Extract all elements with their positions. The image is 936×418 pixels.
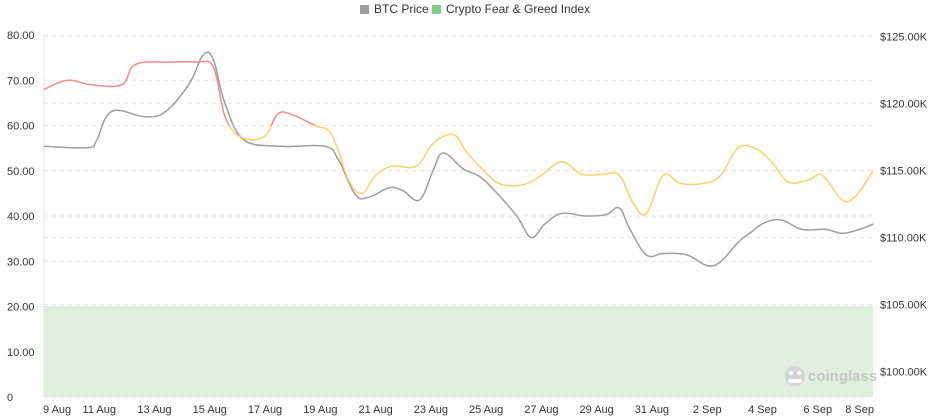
y-left-tick-label: 80.00 xyxy=(7,30,35,42)
x-tick-label: 31 Aug xyxy=(635,404,669,416)
x-tick-label: 9 Aug xyxy=(43,404,71,416)
y-left-tick-label: 60.00 xyxy=(7,121,35,133)
y-right-tick-label: $125.00K xyxy=(880,31,928,43)
left-y-axis: 0 10.00 20.00 30.00 40.00 50.00 60.00 70.00 80.0… xyxy=(7,30,35,404)
x-tick-label: 25 Aug xyxy=(469,404,503,416)
btc-price-line xyxy=(43,51,874,267)
x-tick-label: 23 Aug xyxy=(414,404,448,416)
x-tick-label: 27 Aug xyxy=(524,404,558,416)
x-tick-label: 19 Aug xyxy=(303,404,337,416)
y-left-tick-label: 40.00 xyxy=(7,211,35,223)
y-left-tick-label: 0 xyxy=(7,392,13,404)
y-right-tick-label: $120.00K xyxy=(880,98,928,110)
x-tick-label: 13 Aug xyxy=(137,404,171,416)
x-tick-label: 29 Aug xyxy=(580,404,614,416)
right-y-axis: $100.00K $105.00K $110.00K $115.00K $120.00K… xyxy=(880,31,928,378)
legend-btc-label: BTC Price xyxy=(374,2,429,16)
x-tick-label: 4 Sep xyxy=(748,404,777,416)
y-left-tick-label: 20.00 xyxy=(7,302,35,314)
y-right-tick-label: $105.00K xyxy=(880,299,928,311)
grid-lines xyxy=(43,34,873,398)
coinglass-logo-icon xyxy=(785,366,805,386)
x-axis: 9 Aug 11 Aug 13 Aug 15 Aug 17 Aug 19 Aug 21 Au… xyxy=(43,404,874,416)
btc-swatch-icon xyxy=(360,5,369,14)
series-layer xyxy=(43,51,874,267)
y-left-tick-label: 30.00 xyxy=(7,256,35,268)
watermark: coinglass xyxy=(785,366,877,386)
fgi-swatch-icon xyxy=(432,5,441,14)
y-left-tick-label: 10.00 xyxy=(7,347,35,359)
x-tick-label: 6 Sep xyxy=(803,404,832,416)
fgi-greed-line xyxy=(44,60,317,126)
y-left-tick-label: 70.00 xyxy=(7,75,35,87)
legend-fgi-label: Crypto Fear & Greed Index xyxy=(446,2,590,16)
watermark-text: coinglass xyxy=(808,368,877,385)
x-tick-label: 15 Aug xyxy=(193,404,227,416)
y-left-tick-label: 50.00 xyxy=(7,166,35,178)
legend: BTC Price Crypto Fear & Greed Index xyxy=(360,2,590,16)
y-right-tick-label: $100.00K xyxy=(880,367,928,379)
x-tick-label: 8 Sep xyxy=(845,404,874,416)
y-right-tick-label: $115.00K xyxy=(880,165,927,177)
legend-item-btc[interactable]: BTC Price xyxy=(360,2,429,16)
fgi-line xyxy=(228,125,873,216)
x-tick-label: 2 Sep xyxy=(693,404,722,416)
y-right-tick-label: $110.00K xyxy=(880,232,927,244)
x-tick-label: 21 Aug xyxy=(358,404,392,416)
x-tick-label: 17 Aug xyxy=(248,404,282,416)
legend-item-fgi[interactable]: Crypto Fear & Greed Index xyxy=(432,2,590,16)
x-tick-label: 11 Aug xyxy=(83,404,116,416)
